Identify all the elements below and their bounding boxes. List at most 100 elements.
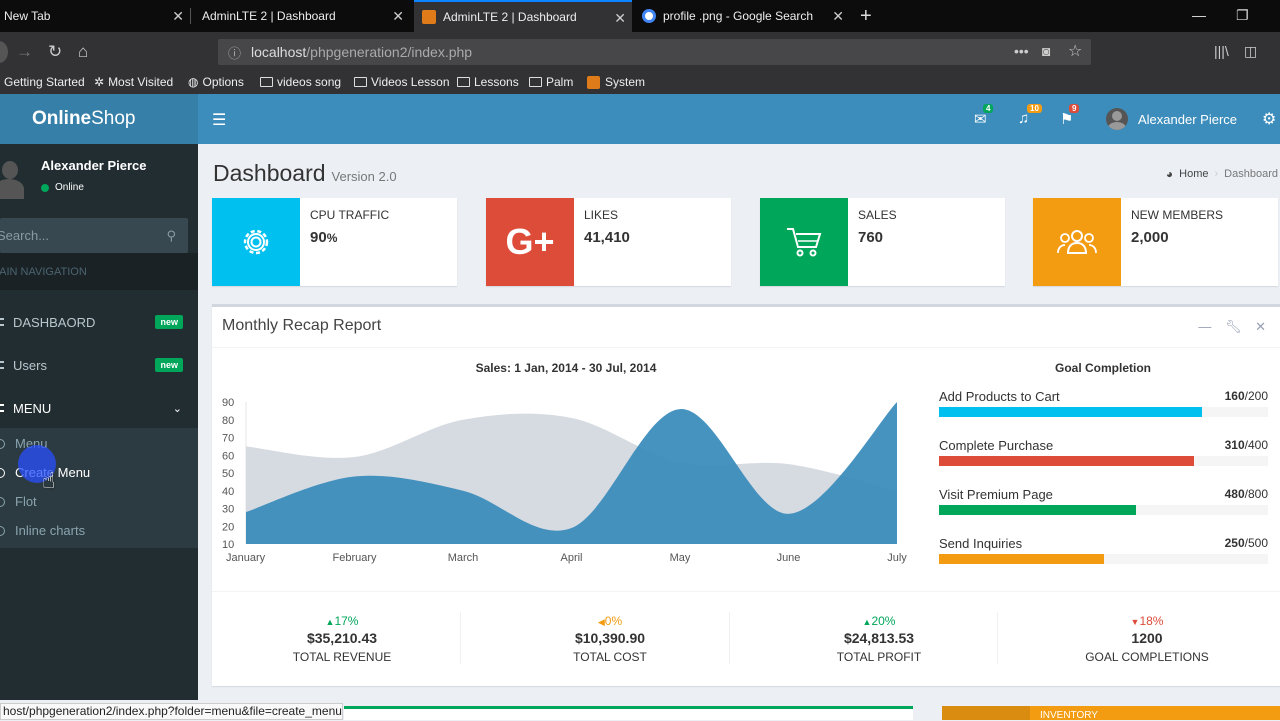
tab-title: AdminLTE 2 | Dashboard (202, 9, 336, 23)
info-box-value: 760 (858, 229, 884, 246)
sidebar-search-input[interactable]: Search... ⚲ (0, 218, 188, 253)
goal-value: 480/800 (1225, 487, 1268, 501)
box-title: Monthly Recap Report (222, 317, 382, 334)
goal-progress-fill (939, 407, 1203, 417)
menu-bars-icon (0, 361, 4, 369)
percentage-change: ▲20% (749, 614, 1009, 628)
goal-done: 480 (1224, 487, 1245, 501)
goal-progress-fill (939, 505, 1137, 515)
caret-down-icon: ▼ (1130, 617, 1140, 627)
info-box-label: NEW MEMBERS (1131, 208, 1224, 222)
bookmark-label: Videos Lesson (371, 75, 450, 89)
sidebar-toggle-hamburger-icon[interactable]: ☰ (212, 112, 227, 129)
click-highlight-indicator (18, 445, 56, 483)
page-title: Dashboard Version 2.0 (213, 160, 397, 187)
header-user-name[interactable]: Alexander Pierce (1138, 112, 1237, 127)
browser-status-bar-url: host/phpgeneration2/index.php?folder=men… (0, 703, 343, 720)
y-tick-label: 50 (222, 468, 234, 480)
search-icon[interactable]: ⚲ (166, 228, 176, 243)
close-tab-icon[interactable]: ✕ (832, 8, 844, 24)
monthly-recap-box: Monthly Recap Report — 🔧︎ ✕ Sales: 1 Jan… (212, 304, 1280, 686)
bookmark-item[interactable]: ◍ Options (188, 75, 244, 89)
x-tick-label: January (226, 552, 266, 564)
percentage-change: ◀0% (480, 614, 740, 628)
forward-arrow-icon[interactable]: → (16, 42, 33, 61)
page-actions-icon[interactable]: ••• (1014, 43, 1029, 59)
tab-title: AdminLTE 2 | Dashboard (443, 10, 577, 24)
globe-icon: ◍ (188, 75, 199, 89)
xampp-icon (587, 75, 600, 89)
logo-light: Shop (91, 108, 136, 129)
browser-tab[interactable]: profile .png - Google Search ✕ (638, 0, 850, 32)
close-tab-icon[interactable]: ✕ (614, 10, 626, 26)
submenu-item-flot[interactable]: Flot (0, 494, 37, 509)
caret-up-icon: ▲ (862, 617, 872, 627)
inventory-info-box-partial: INVENTORY (942, 706, 1280, 721)
goal-completion-title: Goal Completion (1055, 361, 1151, 375)
info-icon[interactable]: ⓘ (228, 45, 242, 61)
goal-progress-track (939, 505, 1268, 515)
hand-pointer-cursor-icon: ☝ (42, 468, 56, 493)
new-tab-plus-icon[interactable]: + (860, 5, 872, 27)
bookmark-item[interactable]: System (587, 75, 645, 89)
bookmark-item[interactable]: Getting Started (4, 75, 85, 89)
goal-value: 310/400 (1225, 438, 1268, 452)
control-sidebar-gears-icon[interactable]: ⚙ (1262, 111, 1277, 128)
url-bar[interactable]: ⓘ localhost/phpgeneration2/index.php (218, 39, 1091, 65)
chevron-down-icon[interactable]: ⌄ (172, 402, 182, 415)
bookmark-item[interactable]: ✲ Most Visited (94, 75, 173, 89)
stat-amount: 1200 (1131, 630, 1163, 646)
collapse-minus-icon[interactable]: — (1198, 319, 1212, 334)
sidebar-item-dashboard[interactable]: DASHBAORD new (0, 312, 198, 332)
x-tick-label: July (887, 552, 907, 564)
folder-icon (457, 77, 470, 87)
browser-tab-active[interactable]: AdminLTE 2 | Dashboard ✕ (414, 0, 632, 32)
submenu-item-inline-charts[interactable]: Inline charts (0, 523, 85, 538)
bookmark-item[interactable]: Palm (529, 75, 573, 89)
close-icon[interactable]: ✕ (1255, 319, 1266, 334)
caret-up-icon: ▲ (325, 617, 335, 627)
percentage-value: 17% (334, 614, 359, 628)
tab-divider (190, 8, 191, 24)
goal-done: 250 (1224, 536, 1245, 550)
wrench-icon[interactable]: 🔧︎ (1224, 319, 1242, 334)
browser-tab[interactable]: AdminLTE 2 | Dashboard ✕ (198, 0, 410, 32)
back-button-icon[interactable] (0, 41, 8, 63)
reload-icon[interactable]: ↻ (48, 42, 63, 61)
sidebar-item-users[interactable]: Users new (0, 355, 198, 375)
app-logo[interactable]: Online Shop (0, 94, 198, 144)
bookmark-item[interactable]: videos song (260, 75, 341, 89)
minimize-icon[interactable]: — (1192, 7, 1206, 23)
info-box-value: 41,410 (584, 229, 630, 246)
stat-label: TOTAL PROFIT (836, 650, 922, 664)
bookmark-item[interactable]: Lessons (457, 75, 519, 89)
library-icon[interactable]: |||\ (1214, 43, 1229, 59)
caret-left-icon: ◀ (597, 617, 605, 627)
messages-envelope-icon[interactable]: ✉ 4 (974, 104, 994, 128)
restore-icon[interactable]: ❐ (1236, 7, 1249, 23)
bookmark-star-icon[interactable]: ☆ (1068, 43, 1083, 60)
notifications-bell-icon[interactable]: ♫ 10 (1018, 104, 1042, 127)
stat-amount: $35,210.43 (306, 630, 378, 646)
user-avatar[interactable] (1106, 108, 1128, 130)
sidebar-item-menu[interactable]: MENU ⌄ (0, 398, 198, 418)
close-tab-icon[interactable]: ✕ (392, 8, 404, 24)
bookmark-label: System (605, 75, 646, 89)
breadcrumb: ◕ Home › Dashboard (1166, 167, 1278, 181)
xampp-favicon-icon (422, 10, 436, 24)
pocket-icon[interactable]: ◙ (1042, 43, 1051, 59)
info-box-label: SALES (858, 208, 897, 222)
sidebar-toggle-icon[interactable]: ◫ (1244, 43, 1258, 59)
bookmark-item[interactable]: Videos Lesson (354, 75, 450, 89)
folder-icon (260, 77, 273, 87)
goal-progress-fill (939, 456, 1194, 466)
close-tab-icon[interactable]: ✕ (172, 8, 184, 24)
bookmark-label: videos song (277, 75, 342, 89)
logo-bold: Online (32, 108, 92, 129)
browser-tab[interactable]: New Tab ✕ (0, 0, 190, 32)
y-tick-label: 70 (222, 433, 234, 445)
bookmark-label: Lessons (474, 75, 519, 89)
tasks-flag-icon[interactable]: ⚑ 9 (1060, 104, 1080, 128)
breadcrumb-home[interactable]: Home (1179, 168, 1209, 180)
home-icon[interactable]: ⌂ (78, 42, 89, 61)
